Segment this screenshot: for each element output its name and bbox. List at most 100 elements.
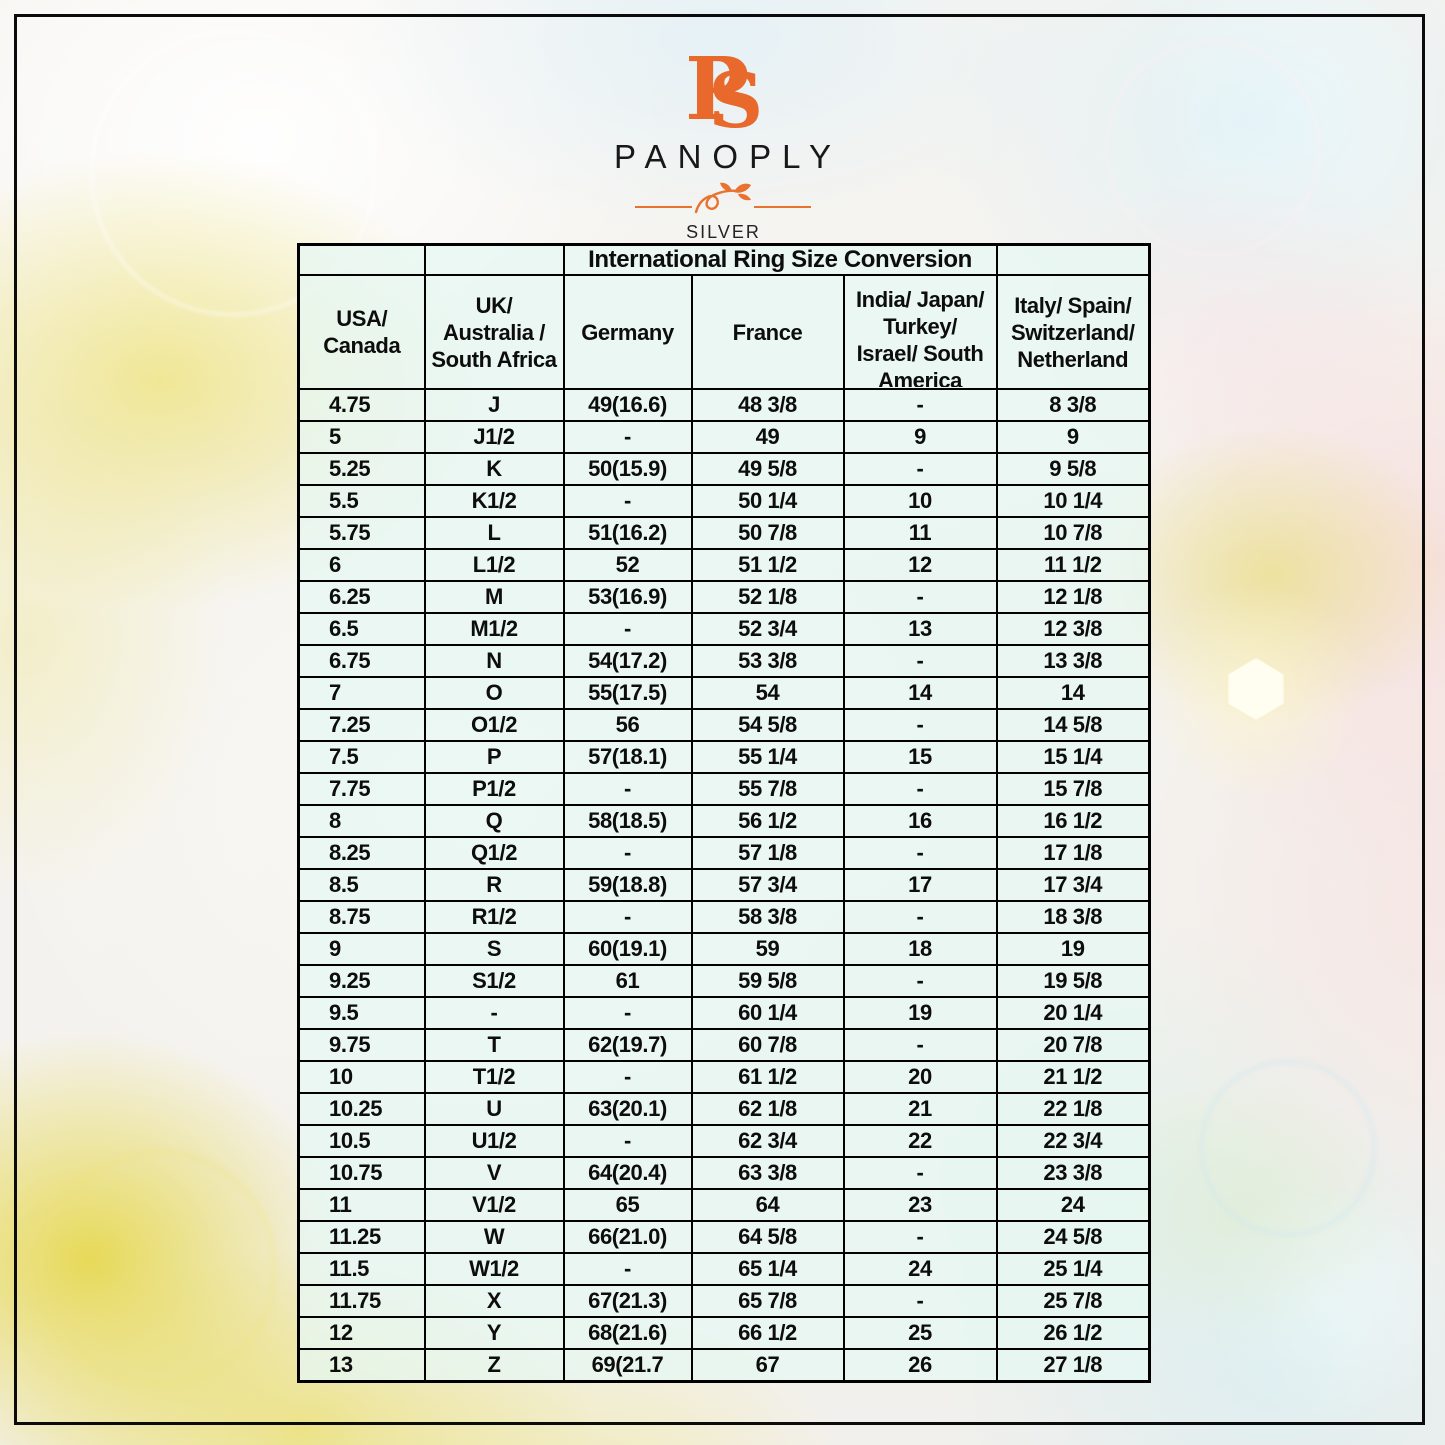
cell-france: 50 7/8 xyxy=(690,516,845,550)
cell-uk-australia-south-africa: R1/2 xyxy=(423,900,565,934)
cell-france: 60 1/4 xyxy=(690,996,845,1030)
leaf-flourish-icon xyxy=(694,182,751,214)
table-row: 13 Z 69(21.7 67 26 27 1/8 xyxy=(297,1348,1151,1383)
cell-usa-canada: 7.5 xyxy=(297,740,426,774)
cell-germany: 69(21.7 xyxy=(562,1348,693,1383)
cell-france: 49 xyxy=(690,420,845,454)
cell-usa-canada: 13 xyxy=(297,1348,426,1383)
cell-india-japan-turkey-israel-south-america: 14 xyxy=(842,676,998,710)
table-row: 6.25 M 53(16.9) 52 1/8-12 1/8 xyxy=(297,580,1151,614)
cell-italy-spain-switzerland-netherland: 21 1/2 xyxy=(995,1060,1151,1094)
cell-uk-australia-south-africa: X xyxy=(423,1284,565,1318)
cell-italy-spain-switzerland-netherland: 24 xyxy=(995,1188,1151,1222)
divider-line-left xyxy=(634,206,692,208)
table-row: 8.25 Q1/2-57 1/8-17 1/8 xyxy=(297,836,1151,870)
cell-india-japan-turkey-israel-south-america: - xyxy=(842,644,998,678)
table-row: 11.25 W 66(21.0) 64 5/8-24 5/8 xyxy=(297,1220,1151,1254)
cell-usa-canada: 8 xyxy=(297,804,426,838)
cell-france: 64 5/8 xyxy=(690,1220,845,1254)
cell-usa-canada: 12 xyxy=(297,1316,426,1350)
cell-france: 52 1/8 xyxy=(690,580,845,614)
cell-usa-canada: 11.5 xyxy=(297,1252,426,1286)
cell-germany: 64(20.4) xyxy=(562,1156,693,1190)
brand-subtitle: SILVER xyxy=(686,222,761,242)
title-row-empty-cell xyxy=(297,243,426,276)
cell-usa-canada: 10.5 xyxy=(297,1124,426,1158)
cell-usa-canada: 8.5 xyxy=(297,868,426,902)
cell-france: 59 xyxy=(690,932,845,966)
cell-uk-australia-south-africa: M xyxy=(423,580,565,614)
cell-usa-canada: 6.75 xyxy=(297,644,426,678)
cell-uk-australia-south-africa: L xyxy=(423,516,565,550)
cell-germany: - xyxy=(562,1060,693,1094)
cell-germany: 68(21.6) xyxy=(562,1316,693,1350)
cell-italy-spain-switzerland-netherland: 8 3/8 xyxy=(995,388,1151,422)
cell-india-japan-turkey-israel-south-america: - xyxy=(842,580,998,614)
cell-italy-spain-switzerland-netherland: 27 1/8 xyxy=(995,1348,1151,1383)
title-row-empty-cell xyxy=(995,243,1151,276)
table-row: 7.5 P 57(18.1) 55 1/4 15 15 1/4 xyxy=(297,740,1151,774)
cell-italy-spain-switzerland-netherland: 19 xyxy=(995,932,1151,966)
cell-uk-australia-south-africa: R xyxy=(423,868,565,902)
cell-france: 59 5/8 xyxy=(690,964,845,998)
cell-uk-australia-south-africa: K1/2 xyxy=(423,484,565,518)
cell-usa-canada: 10.75 xyxy=(297,1156,426,1190)
table-row: 9 S 60(19.1) 59 18 19 xyxy=(297,932,1151,966)
column-header-italy-spain-switzerland-netherland: Italy/ Spain/ Switzerland/ Netherland xyxy=(995,274,1151,390)
cell-usa-canada: 4.75 xyxy=(297,388,426,422)
cell-italy-spain-switzerland-netherland: 19 5/8 xyxy=(995,964,1151,998)
cell-france: 65 7/8 xyxy=(690,1284,845,1318)
cell-germany: 57(18.1) xyxy=(562,740,693,774)
cell-india-japan-turkey-israel-south-america: 23 xyxy=(842,1188,998,1222)
cell-italy-spain-switzerland-netherland: 24 5/8 xyxy=(995,1220,1151,1254)
table-row: 5 J1/2-49 9 9 xyxy=(297,420,1151,454)
cell-italy-spain-switzerland-netherland: 9 5/8 xyxy=(995,452,1151,486)
table-row: 5.75 L 51(16.2) 50 7/8 11 10 7/8 xyxy=(297,516,1151,550)
cell-france: 48 3/8 xyxy=(690,388,845,422)
cell-germany: 63(20.1) xyxy=(562,1092,693,1126)
cell-india-japan-turkey-israel-south-america: 13 xyxy=(842,612,998,646)
cell-france: 56 1/2 xyxy=(690,804,845,838)
cell-uk-australia-south-africa: T1/2 xyxy=(423,1060,565,1094)
cell-uk-australia-south-africa: - xyxy=(423,996,565,1030)
cell-germany: 60(19.1) xyxy=(562,932,693,966)
cell-uk-australia-south-africa: N xyxy=(423,644,565,678)
cell-uk-australia-south-africa: Y xyxy=(423,1316,565,1350)
cell-france: 67 xyxy=(690,1348,845,1383)
table-row: 4.75 J 49(16.6) 48 3/8-8 3/8 xyxy=(297,388,1151,422)
brand-logo: P S PANOPLY SILVER xyxy=(0,39,1445,243)
cell-uk-australia-south-africa: S xyxy=(423,932,565,966)
cell-india-japan-turkey-israel-south-america: 9 xyxy=(842,420,998,454)
cell-uk-australia-south-africa: T xyxy=(423,1028,565,1062)
cell-uk-australia-south-africa: Q xyxy=(423,804,565,838)
table-title: International Ring Size Conversion xyxy=(562,243,998,276)
cell-usa-canada: 7 xyxy=(297,676,426,710)
cell-india-japan-turkey-israel-south-america: 24 xyxy=(842,1252,998,1286)
cell-usa-canada: 6.25 xyxy=(297,580,426,614)
cell-uk-australia-south-africa: V xyxy=(423,1156,565,1190)
table-row: 8.75 R1/2-58 3/8-18 3/8 xyxy=(297,900,1151,934)
cell-germany: - xyxy=(562,484,693,518)
cell-france: 60 7/8 xyxy=(690,1028,845,1062)
cell-uk-australia-south-africa: V1/2 xyxy=(423,1188,565,1222)
cell-usa-canada: 6.5 xyxy=(297,612,426,646)
cell-france: 53 3/8 xyxy=(690,644,845,678)
cell-italy-spain-switzerland-netherland: 11 1/2 xyxy=(995,548,1151,582)
cell-india-japan-turkey-israel-south-america: 15 xyxy=(842,740,998,774)
cell-france: 51 1/2 xyxy=(690,548,845,582)
table-row: 10.25 U 63(20.1) 62 1/8 21 22 1/8 xyxy=(297,1092,1151,1126)
cell-usa-canada: 9.75 xyxy=(297,1028,426,1062)
cell-uk-australia-south-africa: K xyxy=(423,452,565,486)
cell-germany: 54(17.2) xyxy=(562,644,693,678)
cell-germany: 52 xyxy=(562,548,693,582)
table-row: 9.5- -60 1/4 19 20 1/4 xyxy=(297,996,1151,1030)
table-body: 4.75 J 49(16.6) 48 3/8-8 3/8 5 J1/2-49 9 9 5.25 K… xyxy=(297,388,1151,1383)
table-row: 11.5 W1/2-65 1/4 24 25 1/4 xyxy=(297,1252,1151,1286)
cell-india-japan-turkey-israel-south-america: 11 xyxy=(842,516,998,550)
cell-india-japan-turkey-israel-south-america: - xyxy=(842,1284,998,1318)
cell-uk-australia-south-africa: Z xyxy=(423,1348,565,1383)
cell-uk-australia-south-africa: J1/2 xyxy=(423,420,565,454)
bokeh-ring xyxy=(1200,1060,1376,1236)
cell-france: 50 1/4 xyxy=(690,484,845,518)
